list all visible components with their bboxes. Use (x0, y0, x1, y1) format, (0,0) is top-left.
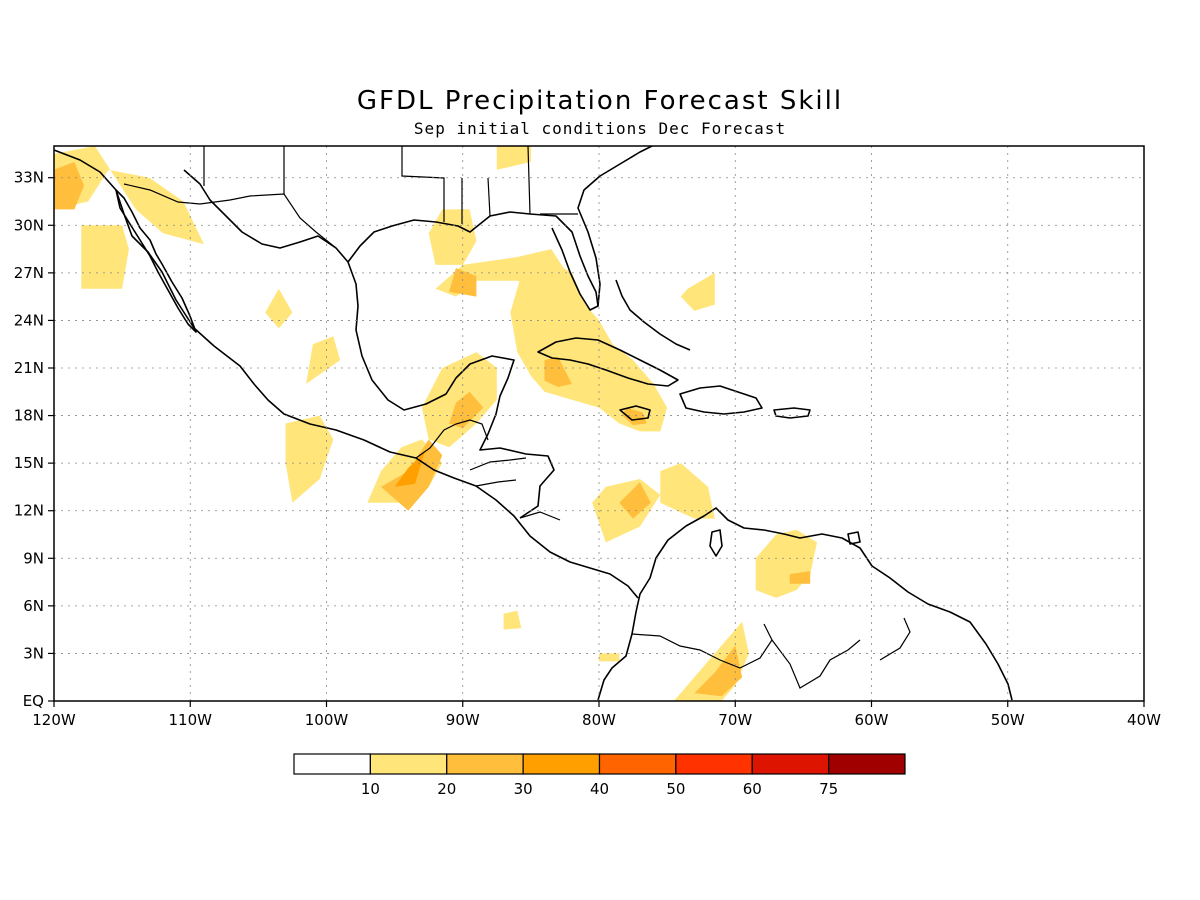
skill-region-level-1 (54, 146, 204, 245)
colorbar-label: 75 (819, 780, 838, 798)
graticule-grid (54, 146, 1144, 701)
latitude-ticks: 33N 30N 27N 24N 21N 18N 15N 12N 9N 6N 3N EQ (14, 169, 54, 710)
coastline-lake-maracaibo (709, 529, 723, 557)
colorbar-swatch (293, 753, 371, 775)
coastline-south-america (597, 507, 1013, 701)
skill-region-level-2 (622, 407, 647, 426)
skill-region-level-2 (449, 391, 484, 429)
border-us-states (203, 146, 578, 224)
coastline-jamaica (619, 405, 651, 421)
skill-region-level-1 (680, 272, 715, 311)
skill-region-level-1 (496, 146, 531, 170)
map-title: GFDL Precipitation Forecast Skill (356, 86, 844, 116)
border-central-america (415, 419, 561, 521)
lon-tick-label: 90W (446, 711, 480, 729)
colorbar-swatch (751, 753, 830, 775)
lon-tick-label: 40W (1127, 711, 1161, 729)
colorbar-label: 50 (666, 780, 685, 798)
colorbar-label: 60 (743, 780, 762, 798)
lat-tick-label: 27N (14, 264, 44, 282)
skill-region-level-1 (81, 225, 129, 289)
lat-tick-label: 9N (23, 549, 44, 567)
lat-tick-label: 30N (14, 216, 44, 234)
coastline-bahamas (615, 279, 691, 351)
coastline-layer (54, 146, 1013, 701)
lat-tick-label: 18N (14, 407, 44, 425)
colorbar-swatch (675, 753, 753, 775)
coastline-cuba (537, 337, 679, 387)
skill-region-level-2 (449, 268, 477, 297)
coastline-us-gulf (347, 211, 599, 311)
lat-tick-label: 24N (14, 311, 44, 329)
colorbar-label: 40 (590, 780, 609, 798)
lon-tick-label: 70W (718, 711, 752, 729)
lon-tick-label: 100W (305, 711, 349, 729)
skill-region-level-1 (503, 610, 522, 630)
border-south-america (631, 617, 911, 689)
skill-region-level-2 (544, 356, 572, 387)
lat-tick-label: 6N (23, 597, 44, 615)
colorbar-label: 10 (361, 780, 380, 798)
lon-tick-label: 110W (169, 711, 213, 729)
skill-region-level-1 (660, 463, 715, 519)
skill-region-level-2 (54, 161, 84, 210)
lat-tick-label: 12N (14, 502, 44, 520)
skill-region-level-2 (789, 571, 811, 584)
coastline-trinidad (847, 531, 861, 545)
coastline-puerto-rico (773, 407, 811, 419)
coastline-gulf-of-mexico (183, 169, 555, 519)
colorbar-label: 30 (514, 780, 533, 798)
skill-region-level-3 (394, 452, 425, 487)
coastline-us-atlantic (577, 146, 653, 307)
lon-tick-label: 120W (32, 711, 76, 729)
colorbar-swatch (828, 753, 906, 775)
lat-tick-label: EQ (23, 692, 44, 710)
lat-tick-label: 21N (14, 359, 44, 377)
coastline-north-america (54, 149, 639, 599)
colorbar-label: 20 (437, 780, 456, 798)
lon-tick-label: 60W (855, 711, 889, 729)
map-subtitle: Sep initial conditions Dec Forecast (413, 119, 787, 138)
skill-region-level-2 (694, 645, 743, 697)
coastline-hispaniola (679, 385, 763, 415)
colorbar-swatch (369, 753, 448, 775)
colorbar-swatch (446, 753, 524, 775)
skill-region-level-1 (306, 336, 341, 384)
lat-tick-label: 15N (14, 454, 44, 472)
longitude-ticks: 120W 110W 100W 90W 80W 70W 60W 50W 40W (32, 701, 1161, 729)
lon-tick-label: 50W (991, 711, 1025, 729)
skill-region-level-1 (510, 257, 668, 432)
lat-tick-label: 3N (23, 644, 44, 662)
lon-tick-label: 80W (582, 711, 616, 729)
lat-tick-label: 33N (14, 169, 44, 187)
skill-region-level-1 (421, 352, 497, 448)
colorbar-swatch (522, 753, 601, 775)
coastline-baja (115, 189, 197, 333)
skill-region-level-1 (265, 288, 293, 329)
skill-region-level-2 (619, 482, 651, 519)
skill-region-level-1 (285, 415, 334, 503)
colorbar-legend: 10 20 30 40 50 60 75 (293, 753, 906, 798)
plot-area-background (54, 146, 1144, 701)
colorbar-swatch (598, 753, 677, 775)
skill-region-level-1 (599, 653, 620, 662)
